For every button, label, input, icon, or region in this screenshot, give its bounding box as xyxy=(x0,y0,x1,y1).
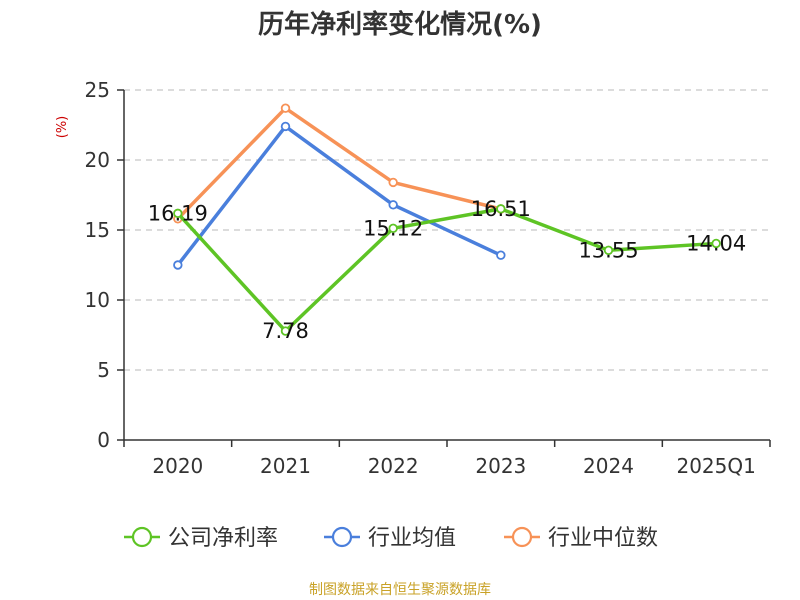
legend-label: 行业中位数 xyxy=(548,526,658,551)
y-tick-label: 10 xyxy=(85,288,110,312)
legend-label: 行业均值 xyxy=(368,526,456,551)
data-label: 7.78 xyxy=(262,319,309,343)
series-lines xyxy=(173,103,721,336)
data-point[interactable] xyxy=(603,245,614,255)
data-point[interactable] xyxy=(280,103,291,113)
data-label: 15.12 xyxy=(363,216,423,240)
x-tick-label: 2024 xyxy=(583,454,634,478)
y-tick-label: 0 xyxy=(97,428,110,452)
data-point[interactable] xyxy=(496,250,506,260)
legend-item[interactable]: 行业均值 xyxy=(324,526,456,551)
data-label: 14.04 xyxy=(686,231,746,255)
x-tick-label: 2022 xyxy=(368,454,419,478)
legend-item[interactable]: 行业中位数 xyxy=(504,526,658,551)
y-tick-label: 20 xyxy=(85,148,110,172)
data-point[interactable] xyxy=(711,238,721,249)
chart-title: 历年净利率变化情况(%) xyxy=(258,9,542,40)
legend[interactable]: 公司净利率 行业均值 行业中位数 xyxy=(124,526,658,551)
legend-swatch-marker xyxy=(511,526,533,548)
x-tick-label: 2021 xyxy=(260,454,311,478)
data-labels: 16.19 7.78 15.12 16.51 13.55 14.04 xyxy=(148,197,746,343)
data-point[interactable] xyxy=(388,177,398,188)
axes: 0 5 10 15 20 25 2020 2021 2022 2023 2024 2025Q1 xyxy=(85,78,771,478)
x-tick-label: 2025Q1 xyxy=(676,454,755,478)
legend-label: 公司净利率 xyxy=(168,526,278,551)
series-0 xyxy=(173,204,721,336)
data-point[interactable] xyxy=(173,208,183,219)
data-point[interactable] xyxy=(280,121,291,132)
data-point[interactable] xyxy=(388,223,398,234)
y-tick-label: 15 xyxy=(85,218,110,242)
data-point[interactable] xyxy=(388,200,398,210)
x-tick-label: 2020 xyxy=(152,454,203,478)
x-tick-label: 2023 xyxy=(475,454,526,478)
y-tick-label: 25 xyxy=(85,78,110,102)
y-axis-unit-label: (%) xyxy=(55,116,70,139)
data-point[interactable] xyxy=(280,326,291,336)
legend-swatch-marker xyxy=(331,526,353,548)
data-label: 16.19 xyxy=(148,201,208,225)
series-line xyxy=(176,207,718,333)
series-line xyxy=(176,124,503,267)
series-1 xyxy=(173,121,506,270)
data-label: 16.51 xyxy=(471,197,531,221)
data-point[interactable] xyxy=(496,204,506,214)
data-label: 13.55 xyxy=(578,238,638,262)
legend-item[interactable]: 公司净利率 xyxy=(124,526,278,551)
data-point[interactable] xyxy=(173,260,183,270)
source-note: 制图数据来自恒生聚源数据库 xyxy=(309,582,491,598)
y-tick-label: 5 xyxy=(97,358,110,382)
series-line xyxy=(176,106,503,221)
legend-swatch-marker xyxy=(131,526,153,548)
